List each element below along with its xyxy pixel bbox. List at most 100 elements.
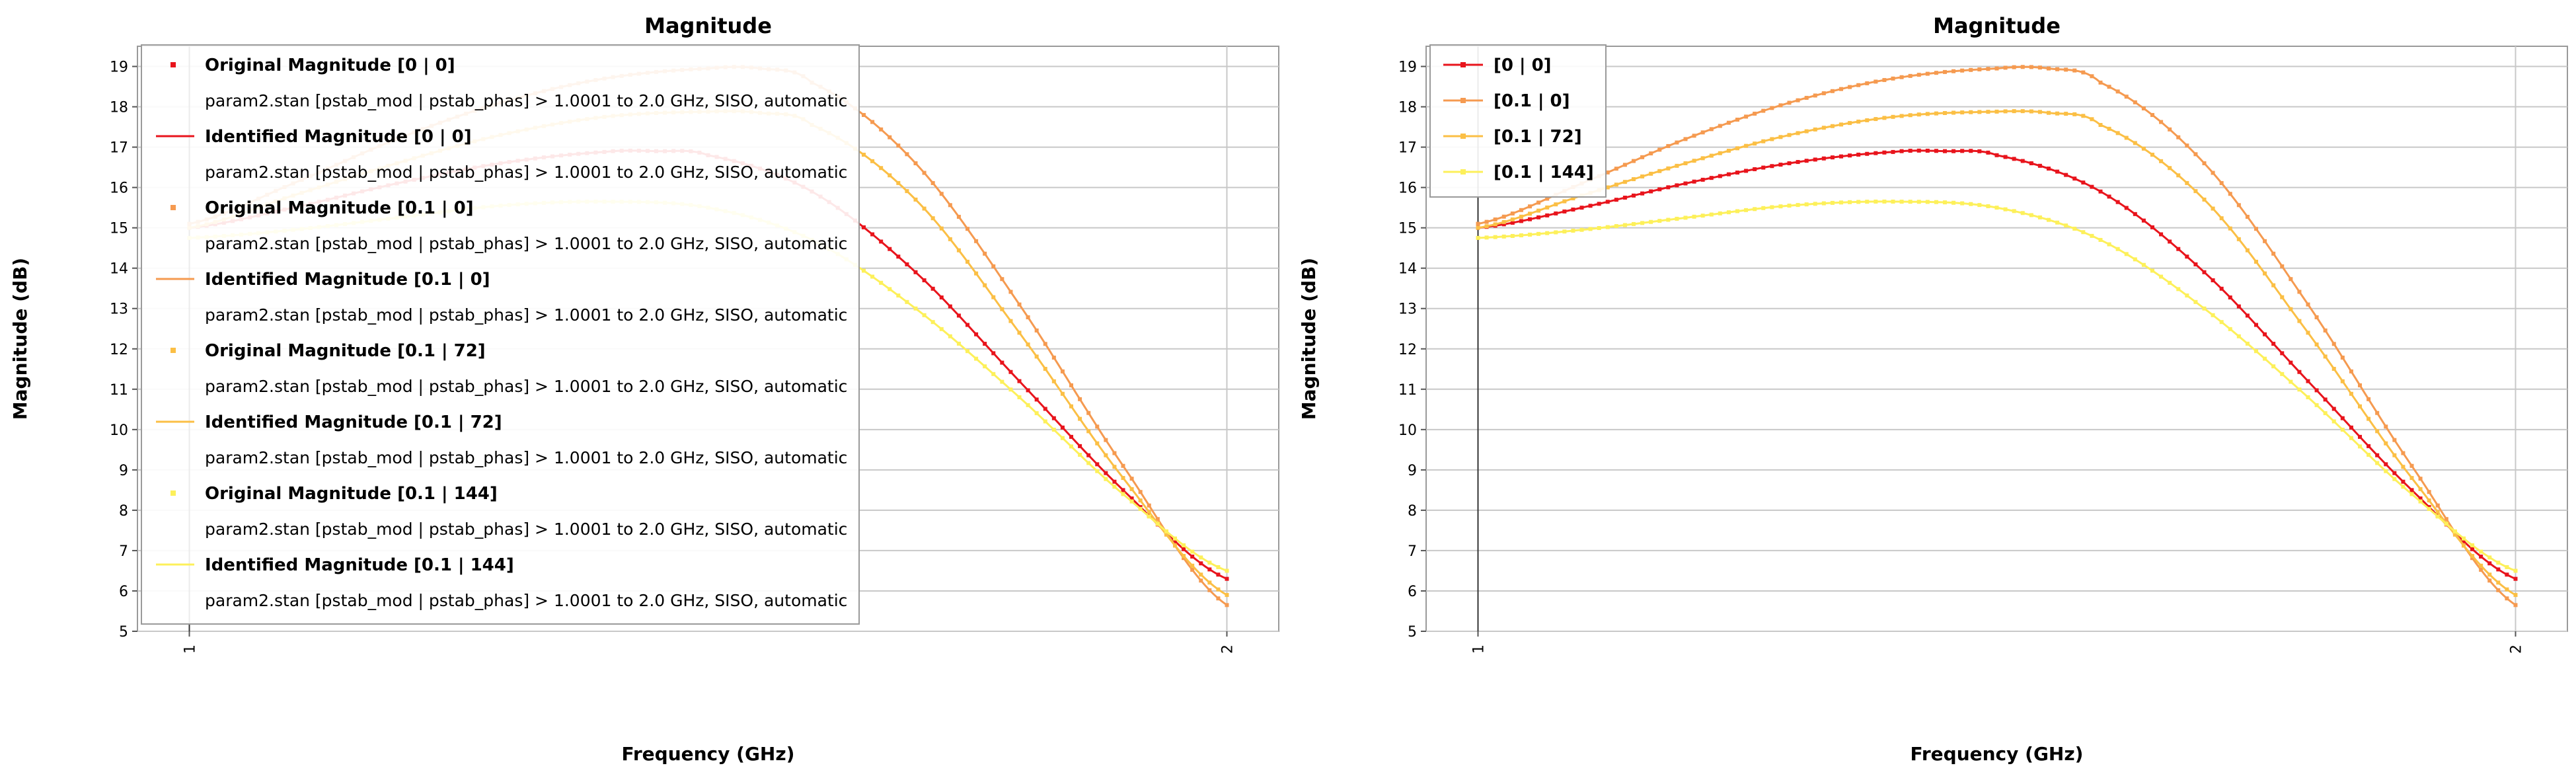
series-point: [1692, 179, 1696, 184]
series-point: [2297, 387, 2302, 392]
legend-marker: [170, 205, 176, 210]
series-point: [1545, 231, 1550, 235]
series-point: [1986, 67, 1990, 71]
series-point: [2202, 197, 2207, 202]
series-point: [1753, 111, 1757, 116]
series-point: [888, 135, 892, 139]
series-point: [1718, 211, 1722, 215]
legend-marker: [170, 62, 176, 67]
series-point: [2297, 370, 2302, 374]
series-point: [1994, 153, 1999, 157]
series-point: [1571, 196, 1575, 201]
series-point: [862, 153, 866, 157]
series-point: [1856, 200, 1861, 204]
series-point: [2193, 152, 2198, 157]
series-point: [1916, 112, 1921, 117]
series-point: [2211, 171, 2215, 175]
series-point: [2513, 603, 2518, 607]
series-point: [1969, 149, 1973, 153]
series-point: [991, 264, 996, 268]
series-point: [1804, 129, 1809, 134]
series-point: [2409, 488, 2414, 492]
series-point: [2513, 568, 2518, 573]
series-point: [1476, 225, 1480, 230]
series-point: [1060, 391, 1065, 396]
series-point: [1753, 167, 1757, 171]
series-point: [1562, 199, 1567, 204]
series-point: [2029, 213, 2033, 217]
series-point: [2141, 262, 2146, 267]
series-point: [2219, 216, 2224, 221]
series-point: [2055, 220, 2060, 225]
series-point: [888, 287, 892, 292]
series-point: [1916, 200, 1921, 204]
series-point: [1951, 200, 1956, 205]
series-point: [1536, 200, 1541, 205]
series-point: [1821, 156, 1826, 161]
series-point: [2401, 451, 2406, 455]
series-point: [896, 254, 901, 259]
series-point: [1147, 503, 1151, 508]
series-point: [966, 227, 969, 231]
series-point: [2064, 173, 2068, 177]
y-tick-label: 17: [110, 140, 128, 157]
legend-entry: Original Magnitude [0 | 0] param2.stan [p…: [170, 56, 847, 110]
series-point: [922, 313, 927, 317]
series-point: [1112, 479, 1117, 484]
series-point: [2297, 290, 2302, 294]
series-point: [1683, 137, 1688, 141]
y-tick-label: 8: [119, 503, 128, 520]
series-point: [1155, 522, 1160, 526]
series-point: [1632, 193, 1636, 198]
series-point: [1899, 75, 1904, 79]
series-point: [1476, 235, 1480, 240]
series-point: [1839, 154, 1843, 159]
series-point: [2427, 498, 2431, 503]
series-point: [2168, 280, 2172, 285]
series-point: [1856, 119, 1861, 124]
series-point: [862, 112, 866, 117]
y-tick-label: 14: [110, 261, 128, 278]
legend-detail: param2.stan [pstab_mod | pstab_phas] > 1…: [205, 91, 847, 110]
series-point: [2159, 159, 2164, 163]
chart-title: Magnitude: [644, 13, 772, 38]
series-point: [2358, 383, 2362, 387]
series-point: [1657, 187, 1662, 192]
series-point: [2505, 587, 2509, 592]
series-point: [2098, 189, 2103, 194]
series-point: [1813, 202, 1817, 206]
y-tick-label: 19: [1398, 59, 1417, 76]
series-point: [974, 332, 979, 336]
series-point: [2289, 277, 2293, 282]
series-point: [1735, 171, 1739, 175]
series-point: [966, 259, 969, 264]
series-point: [1839, 87, 1843, 91]
series-point: [1744, 169, 1749, 173]
series-point: [1735, 118, 1739, 122]
series-point: [1207, 580, 1212, 585]
series-point: [2107, 242, 2111, 247]
series-point: [1744, 114, 1749, 119]
legend-detail: param2.stan [pstab_mod | pstab_phas] > 1…: [205, 234, 847, 253]
series-point: [1605, 170, 1610, 175]
series-point: [1069, 434, 1073, 439]
series-point: [1692, 134, 1696, 138]
series-point: [956, 248, 961, 253]
series-point: [1554, 202, 1558, 207]
series-point: [1649, 189, 1653, 194]
series-point: [1026, 403, 1030, 407]
series-point: [1112, 485, 1117, 489]
series-point: [1951, 69, 1956, 73]
series-point: [2479, 567, 2483, 572]
series-point: [2055, 169, 2060, 174]
series-point: [983, 251, 987, 256]
series-point: [1000, 379, 1004, 384]
series-point: [1796, 98, 1800, 102]
series-point: [2211, 278, 2215, 283]
series-point: [2202, 161, 2207, 165]
legend-label: Identified Magnitude [0.1 | 72]: [205, 412, 502, 432]
series-point: [1051, 416, 1056, 420]
y-tick-label: 17: [1398, 140, 1417, 157]
series-point: [2012, 209, 2016, 214]
series-point: [1104, 438, 1108, 442]
